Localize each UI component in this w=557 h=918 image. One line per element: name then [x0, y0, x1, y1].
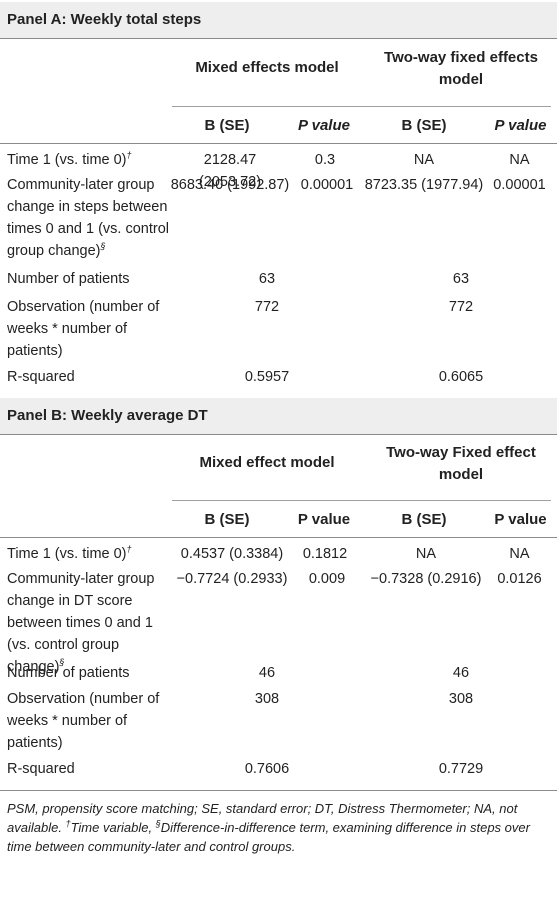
cell-v2: 63: [452, 271, 470, 287]
row-label: Number of patients: [7, 665, 130, 681]
divider: [0, 434, 557, 435]
cell-v1: 0.5957: [244, 369, 290, 385]
cell-b2: 8723.35 (1977.94): [364, 177, 484, 193]
panel-a-table: Mixed effects model Two-way fixed effect…: [0, 39, 557, 398]
panel-b-header: Panel B: Weekly average DT: [0, 398, 557, 434]
cell-p1: 0.009: [308, 571, 346, 587]
row-label: Time 1 (vs. time 0)†: [7, 544, 132, 562]
divider: [0, 38, 557, 39]
row-label: Time 1 (vs. time 0)†: [7, 150, 132, 168]
table-row: Community-later group change in steps be…: [0, 174, 557, 268]
cell-p2: 0.00001: [493, 177, 546, 193]
table-footnote: PSM, propensity score matching; SE, stan…: [0, 791, 557, 856]
cell-b1: 0.4537 (0.3384): [180, 546, 284, 562]
cell-p2: NA: [509, 152, 530, 168]
panel-b-sub-header: B (SE) P value B (SE) P value: [0, 501, 557, 537]
cell-v1: 46: [258, 665, 276, 681]
cell-p2: NA: [509, 546, 530, 562]
footnote-did: Difference-in-difference term, examining…: [7, 820, 530, 854]
row-label: R-squared: [7, 369, 75, 385]
cell-v2: 0.6065: [438, 369, 484, 385]
divider: [172, 106, 551, 107]
cell-v1: 772: [254, 299, 280, 315]
cell-b2: NA: [413, 152, 435, 168]
panel-b-col-b2: B (SE): [401, 511, 447, 528]
table-row: Number of patients 63 63: [0, 268, 557, 296]
table-row: Observation (number of weeks * number of…: [0, 296, 557, 366]
panel-b-group-header: Mixed effect model Two-way Fixed effect …: [0, 435, 557, 501]
divider: [172, 500, 551, 501]
cell-b1: 2128.47 (2053.72): [198, 152, 262, 190]
panel-a-title: Panel A: Weekly total steps: [7, 11, 202, 28]
row-label: Number of patients: [7, 271, 130, 287]
panel-a-sub-header: B (SE) P value B (SE) P value: [0, 107, 557, 143]
cell-p2: 0.0126: [497, 571, 542, 587]
panel-a-group1: Mixed effects model: [195, 59, 339, 76]
footnote-did-sup: §: [155, 818, 161, 829]
row-label: Observation (number of weeks * number of…: [7, 299, 160, 359]
table-row: R-squared 0.5957 0.6065: [0, 366, 557, 398]
panel-b-group2: Two-way Fixed effect model: [386, 444, 536, 483]
panel-b-col-p2: P value: [494, 511, 547, 528]
panel-b-group1: Mixed effect model: [199, 454, 335, 471]
cell-b1: 8683.40 (1992.87): [170, 177, 290, 193]
cell-b1: −0.7724 (0.2933): [176, 571, 288, 587]
footnote-main: PSM, propensity score matching; SE, stan…: [7, 801, 518, 835]
table-row: Community-later group change in DT score…: [0, 568, 557, 675]
footnote-time: Time variable,: [70, 820, 156, 835]
table-row: Number of patients 46 46: [0, 662, 557, 688]
cell-v1: 308: [254, 691, 280, 707]
cell-v1: 63: [258, 271, 276, 287]
cell-v2: 0.7729: [438, 761, 484, 777]
cell-p1: 0.1812: [302, 546, 348, 562]
footnote-time-sup: †: [65, 818, 71, 829]
panel-a-col-p2: P value: [494, 117, 547, 134]
row-label: Observation (number of weeks * number of…: [7, 691, 160, 751]
cell-v2: 46: [452, 665, 470, 681]
divider: [0, 143, 557, 144]
cell-b2: NA: [415, 546, 437, 562]
table-row: Observation (number of weeks * number of…: [0, 688, 557, 758]
cell-p1: 0.3: [314, 152, 336, 168]
panel-a-header: Panel A: Weekly total steps: [0, 2, 557, 38]
panel-a-col-b1: B (SE): [204, 117, 250, 134]
row-label: R-squared: [7, 761, 75, 777]
row-label: Community-later group change in steps be…: [7, 177, 169, 259]
cell-v1: 0.7606: [244, 761, 290, 777]
panel-b-title: Panel B: Weekly average DT: [7, 407, 208, 424]
panel-a-group2: Two-way fixed effects model: [384, 49, 538, 88]
divider: [0, 537, 557, 538]
panel-a-col-b2: B (SE): [401, 117, 447, 134]
panel-b-col-b1: B (SE): [204, 511, 250, 528]
table-row: R-squared 0.7606 0.7729: [0, 758, 557, 790]
panel-a-col-p1: P value: [298, 117, 350, 134]
cell-p1: 0.00001: [300, 177, 354, 193]
table-row: Time 1 (vs. time 0)† 0.4537 (0.3384) 0.1…: [0, 538, 557, 568]
panel-a-group-header: Mixed effects model Two-way fixed effect…: [0, 39, 557, 107]
cell-b2: −0.7328 (0.2916): [370, 571, 482, 587]
cell-v2: 308: [448, 691, 474, 707]
panel-b-col-p1: P value: [297, 511, 351, 528]
row-label: Community-later group change in DT score…: [7, 571, 155, 675]
divider: [0, 790, 557, 791]
panel-b-table: Mixed effect model Two-way Fixed effect …: [0, 435, 557, 790]
cell-v2: 772: [448, 299, 474, 315]
table-row: Time 1 (vs. time 0)† 2128.47 (2053.72) 0…: [0, 144, 557, 190]
